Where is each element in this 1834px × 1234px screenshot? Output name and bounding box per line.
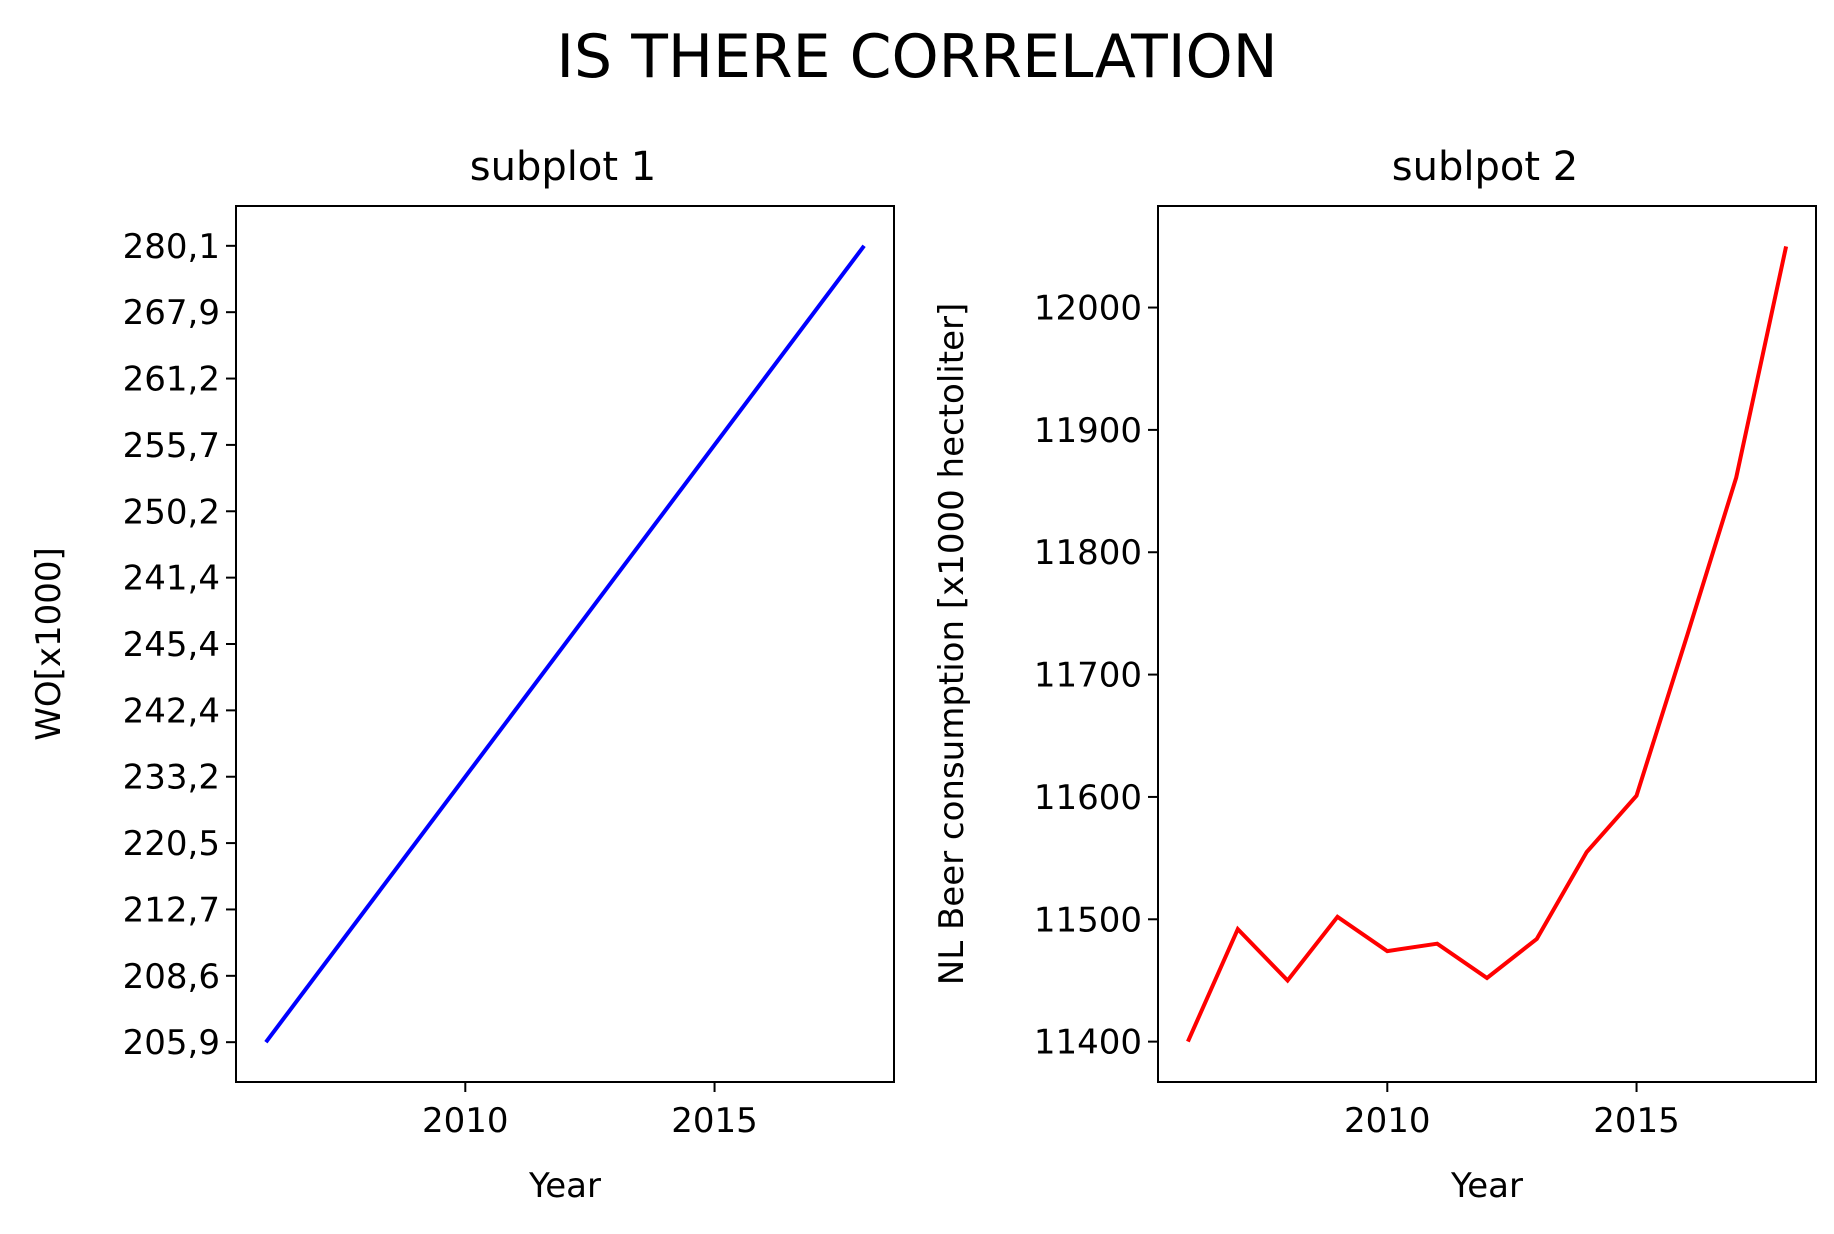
subplot-2-xlabel: Year [1450,1166,1523,1206]
subplot-1-xlabel: Year [528,1166,601,1206]
subplot-1-frame [235,205,895,1083]
subplot-1-series-line [264,244,866,1044]
subplot-2-frame [1157,205,1817,1083]
y-tick-label: 11900 [1034,411,1142,451]
y-tick-label: 280,1 [123,227,220,267]
y-tick-label: 11600 [1034,778,1142,818]
x-tick-label: 2015 [1593,1101,1680,1141]
figure-title: IS THERE CORRELATION [556,22,1277,92]
subplot-2-ticks: 2010 2015 11400 11500 11600 11700 11800 11900 12… [1034,289,1680,1141]
y-tick-label: 261,2 [123,360,220,400]
y-tick-label: 245,4 [123,625,220,665]
y-tick-label: 242,4 [123,691,220,731]
y-tick-label: 220,5 [123,824,220,864]
x-tick-label: 2010 [422,1101,509,1141]
y-tick-label: 11800 [1034,533,1142,573]
y-tick-label: 11700 [1034,656,1142,696]
y-tick-label: 205,9 [123,1023,220,1063]
subplot-2-title: sublpot 2 [1392,144,1578,190]
x-tick-label: 2015 [671,1101,758,1141]
subplot-2-ylabel: NL Beer consumption [x1000 hectoliter] [932,303,972,985]
y-tick-label: 11400 [1034,1023,1142,1063]
y-tick-label: 255,7 [123,426,220,466]
y-tick-label: 250,2 [123,492,220,532]
subplot-1-title: subplot 1 [470,144,656,190]
subplot-2: sublpot 2 2010 2015 11400 11500 11600 11700 11… [932,144,1817,1206]
y-tick-label: 241,4 [123,559,220,599]
y-tick-label: 267,9 [123,293,220,333]
x-tick-label: 2010 [1344,1101,1431,1141]
subplot-1: subplot 1 2010 2015 205,9 208,6 212,7 220,5 23… [29,144,895,1206]
y-tick-label: 12000 [1034,289,1142,329]
subplot-2-series-line [1186,245,1789,1043]
y-tick-label: 233,2 [123,758,220,798]
subplot-1-ylabel: WO[x1000] [29,547,69,741]
y-tick-label: 212,7 [123,890,220,930]
y-tick-label: 208,6 [123,957,220,997]
subplot-1-ticks: 2010 2015 205,9 208,6 212,7 220,5 233,2 242,4 24… [123,227,758,1141]
y-tick-label: 11500 [1034,900,1142,940]
